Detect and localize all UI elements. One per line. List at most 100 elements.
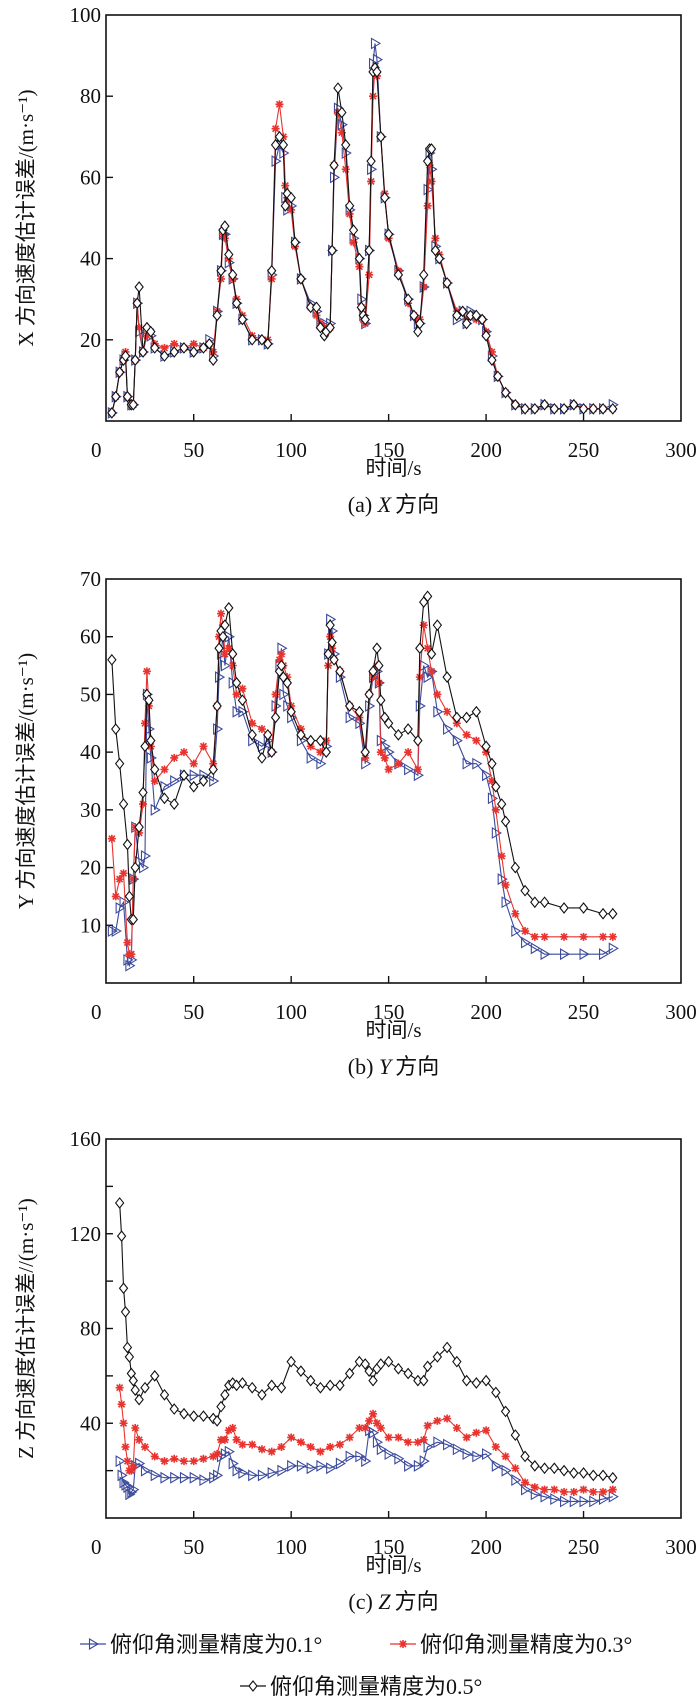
data-point — [383, 1355, 394, 1368]
data-point — [471, 1377, 482, 1389]
data-point — [376, 1358, 386, 1370]
data-point — [500, 815, 511, 828]
data-point — [189, 346, 199, 358]
data-point — [493, 370, 503, 383]
data-point — [598, 907, 608, 920]
data-point — [530, 1488, 541, 1501]
data-point — [348, 224, 359, 237]
legend-item: 俯仰角测量精度为0.3° — [390, 1632, 632, 1657]
x-axis-title: 时间/s — [365, 1553, 421, 1577]
data-point — [413, 1438, 422, 1447]
data-point — [487, 347, 496, 356]
data-point — [238, 705, 249, 718]
data-point — [372, 65, 382, 78]
data-point — [228, 661, 237, 670]
data-point — [279, 688, 290, 701]
data-point — [146, 734, 156, 747]
data-point — [237, 694, 248, 707]
data-point — [232, 705, 243, 718]
data-point — [432, 1351, 443, 1363]
data-point — [247, 1381, 257, 1394]
data-point — [427, 177, 436, 186]
data-point — [160, 343, 169, 352]
data-point — [286, 191, 296, 204]
data-point — [312, 311, 321, 320]
data-point — [115, 1455, 126, 1468]
data-point — [150, 777, 159, 785]
data-point — [296, 728, 306, 741]
data-point — [271, 690, 280, 699]
data-point — [452, 711, 462, 724]
data-point — [131, 1423, 140, 1432]
data-point — [419, 268, 429, 281]
data-point — [305, 734, 316, 747]
data-point — [227, 648, 238, 660]
data-point — [608, 942, 619, 955]
data-point — [116, 1230, 127, 1243]
data-point — [224, 1445, 235, 1458]
y-axis-title: Z 方向速度估计误差//(m·s⁻¹) — [14, 1198, 38, 1459]
data-point — [462, 1433, 471, 1442]
data-point — [179, 748, 188, 757]
data-point — [419, 1374, 429, 1387]
data-point — [290, 236, 300, 249]
data-point — [341, 139, 351, 151]
plot-frame — [105, 578, 682, 984]
data-point — [209, 347, 218, 356]
data-point — [422, 1360, 433, 1373]
data-point — [462, 1448, 473, 1461]
data-point — [337, 106, 347, 119]
data-point — [315, 321, 326, 334]
data-point — [365, 700, 376, 712]
data-point — [355, 1450, 366, 1463]
data-point — [123, 1457, 132, 1466]
chart-x: 0 50 100 150 200 250 300 20 40 60 80 100 时间/s X 方向速度估… — [14, 3, 697, 517]
data-point — [461, 317, 472, 330]
x-tick-label: 0 — [91, 438, 102, 462]
data-point — [204, 337, 215, 350]
data-point — [107, 406, 117, 419]
data-point — [129, 1461, 138, 1470]
data-point — [169, 346, 179, 358]
data-point — [170, 753, 179, 762]
data-point — [271, 155, 282, 168]
data-point — [510, 861, 521, 874]
data-point — [120, 350, 131, 362]
data-point — [199, 742, 208, 751]
data-point — [482, 769, 493, 782]
data-point — [578, 1467, 589, 1479]
data-point — [461, 711, 472, 724]
data-point — [598, 1493, 610, 1506]
data-point — [491, 1386, 501, 1399]
data-point — [608, 907, 618, 920]
series-line — [119, 1387, 613, 1493]
data-point — [263, 728, 273, 741]
data-point — [540, 1485, 549, 1494]
data-point — [150, 763, 160, 776]
data-point — [150, 803, 161, 816]
data-point — [589, 1495, 600, 1508]
data-point — [540, 948, 551, 961]
data-point — [170, 775, 181, 787]
data-point — [569, 1487, 578, 1496]
data-point — [111, 723, 121, 735]
data-point — [380, 191, 390, 204]
data-point — [179, 769, 189, 782]
data-point — [150, 1369, 160, 1382]
data-point — [501, 896, 512, 909]
data-point — [325, 321, 335, 334]
x-tick-label: 250 — [568, 1535, 600, 1559]
data-point — [321, 746, 331, 759]
data-point — [287, 1459, 298, 1472]
data-point — [376, 748, 385, 757]
data-point — [462, 730, 471, 739]
y-tick-label: 10 — [80, 913, 101, 937]
data-point — [393, 728, 404, 741]
data-point — [520, 884, 530, 897]
data-point — [189, 759, 198, 768]
y-tick-label: 30 — [80, 798, 101, 822]
data-point — [404, 1459, 415, 1472]
data-point — [220, 220, 230, 233]
data-point — [482, 1426, 491, 1435]
data-point — [287, 205, 296, 214]
